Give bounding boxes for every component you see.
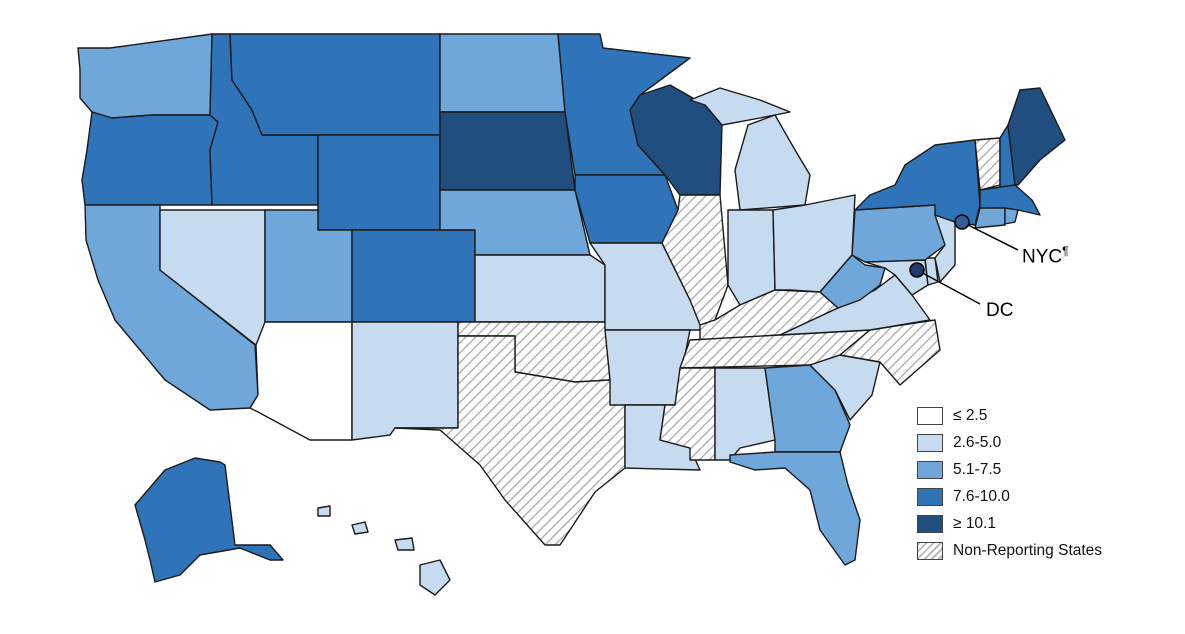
state-north-carolina [839,319,941,386]
legend-item-5-1-7-5: 5.1-7.5 [917,456,1102,483]
state-kansas [474,254,606,323]
state-washington [77,33,213,119]
state-new-mexico [351,321,459,441]
state-rhode-island [1004,207,1019,225]
nyc-label: NYC¶ [1022,244,1069,268]
legend-item-ge-10-1: ≥ 10.1 [917,510,1102,537]
legend-label: 7.6-10.0 [953,487,1010,505]
legend-label: 5.1-7.5 [953,460,1002,478]
legend-swatch-7-6-10-0 [917,487,943,506]
legend-item-non-reporting: Non-Reporting States [917,537,1102,564]
legend-label: 2.6-5.0 [953,433,1002,451]
state-virginia [779,274,931,336]
map-legend: ≤ 2.5 2.6-5.0 5.1-7.5 7.6-10.0 ≥ 10.1 No… [917,402,1102,564]
state-hawaii-maui [394,537,415,551]
state-hawaii-oahu [351,521,369,535]
dc-label-text: DC [986,300,1014,321]
dc-callout-line [916,269,981,305]
state-pennsylvania [851,204,946,263]
nyc-label-text: NYC [1022,246,1063,268]
state-west-virginia [819,254,886,309]
legend-item-le-2-5: ≤ 2.5 [917,402,1102,429]
state-alaska [134,457,284,583]
state-montana [229,33,441,136]
state-new-york [854,139,981,226]
state-wyoming [317,134,441,231]
legend-swatch-2-6-5-0 [917,433,943,452]
legend-item-2-6-5-0: 2.6-5.0 [917,429,1102,456]
state-michigan-lower [734,114,811,211]
state-texas [394,335,626,546]
legend-swatch-non-reporting [917,541,943,560]
dc-marker [909,262,925,278]
nyc-callout-line [961,221,1019,251]
state-indiana [727,209,776,306]
state-north-dakota [439,33,566,113]
state-alabama [714,367,776,461]
legend-label: ≥ 10.1 [953,514,996,532]
legend-label: Non-Reporting States [953,541,1103,559]
state-florida [729,451,861,566]
dc-label: DC [986,300,1013,322]
nyc-label-footnote: ¶ [1062,244,1069,258]
state-hawaii-kauai [317,505,331,517]
legend-swatch-ge-10-1 [917,514,943,533]
state-connecticut [974,207,1006,229]
state-south-dakota [439,111,576,191]
legend-item-7-6-10-0: 7.6-10.0 [917,483,1102,510]
legend-swatch-5-1-7-5 [917,460,943,479]
state-arizona [249,321,353,441]
state-maine [1007,87,1066,186]
state-iowa [574,174,679,244]
state-vermont [974,137,1001,191]
state-oregon [81,111,219,206]
state-colorado [351,229,476,323]
state-hawaii-big [419,559,451,596]
legend-swatch-le-2-5 [917,406,943,425]
legend-label: ≤ 2.5 [953,406,988,424]
nyc-marker [954,214,970,230]
